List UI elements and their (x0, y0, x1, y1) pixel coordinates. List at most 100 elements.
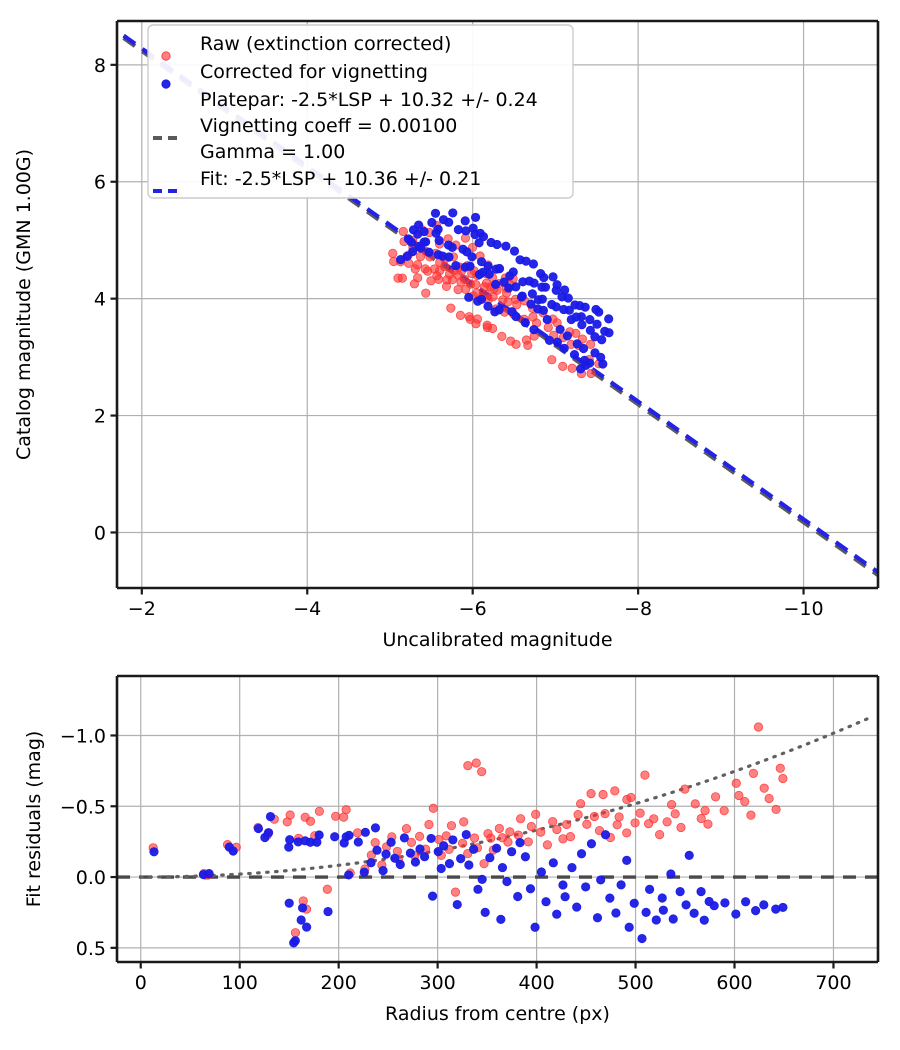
xtick-label: 600 (716, 972, 752, 994)
data-point (740, 796, 750, 807)
data-point (412, 260, 423, 270)
data-point (477, 874, 487, 884)
data-point (515, 837, 525, 848)
data-point (370, 837, 380, 848)
data-point (149, 847, 159, 857)
data-point (434, 235, 444, 246)
data-point (709, 901, 719, 911)
xtick-label: −10 (783, 598, 823, 620)
data-point (597, 335, 607, 345)
data-point (600, 808, 610, 819)
data-point (410, 857, 421, 867)
data-point (290, 928, 301, 938)
axes-photometric-calibration: −2 −4 −6 −8 −10 0 2 4 6 8 Uncalibrated magnitude Ca… (13, 19, 880, 651)
data-point (467, 252, 477, 262)
data-point (582, 819, 592, 829)
data-point (471, 758, 481, 768)
data-point (426, 833, 436, 844)
data-point (753, 722, 764, 732)
data-point (344, 830, 354, 840)
data-point (530, 922, 540, 932)
data-point (690, 799, 700, 809)
data-point (444, 858, 455, 869)
data-point (567, 363, 577, 373)
data-point (461, 226, 471, 236)
data-point (511, 339, 521, 349)
legend-marker-corrected (161, 79, 171, 89)
data-point (464, 292, 474, 302)
data-point (446, 303, 456, 313)
data-point (360, 827, 370, 837)
data-point (580, 302, 590, 312)
legend-label: Corrected for vignetting (200, 61, 428, 83)
data-point (731, 909, 741, 919)
data-point (600, 830, 611, 840)
xtick-label: −6 (459, 598, 487, 620)
data-point (297, 903, 308, 913)
data-point (543, 322, 553, 333)
data-point (421, 288, 431, 298)
data-point (544, 335, 555, 345)
data-point (596, 875, 606, 885)
data-point (405, 848, 416, 858)
data-point (484, 269, 494, 279)
data-point (662, 817, 672, 827)
data-point (496, 914, 506, 924)
data-point (427, 891, 438, 901)
data-point (483, 261, 493, 271)
ytick-label: 0 (94, 522, 106, 544)
legend-label: Vignetting coeff = 0.00100 (200, 115, 457, 137)
data-point (751, 906, 761, 916)
data-point (478, 232, 489, 242)
axis-spines (115, 19, 880, 590)
data-point (710, 792, 721, 802)
data-point (560, 892, 570, 902)
data-point (581, 882, 591, 892)
data-point (414, 241, 424, 251)
data-point (408, 225, 419, 235)
data-point (576, 312, 586, 322)
data-point (424, 247, 434, 257)
xtick-label: 100 (222, 972, 258, 994)
xtick-label: −2 (128, 598, 156, 620)
data-point (552, 909, 562, 919)
data-point (699, 915, 709, 925)
data-point (731, 778, 741, 788)
data-point (667, 800, 677, 810)
xtick-label: 300 (419, 972, 455, 994)
data-point (494, 823, 504, 834)
y-axis-label: Catalog magnitude (GMN 1.00G) (13, 149, 35, 460)
data-point (589, 811, 599, 822)
ytick-label: 4 (94, 289, 106, 311)
data-point (668, 914, 678, 924)
data-point (552, 337, 563, 347)
data-point (285, 835, 295, 845)
data-point (424, 819, 434, 830)
data-point (511, 311, 521, 322)
ytick-label: −0.5 (60, 796, 106, 818)
data-point (433, 224, 443, 234)
data-point (473, 296, 483, 306)
data-point (571, 328, 581, 338)
data-point (331, 811, 341, 821)
data-point (253, 823, 264, 834)
data-point (622, 828, 632, 838)
data-point (649, 814, 659, 824)
data-point (480, 907, 490, 917)
data-point (464, 860, 474, 870)
data-point (552, 824, 562, 835)
data-point (469, 844, 479, 854)
data-point (531, 809, 541, 819)
data-point (290, 936, 300, 946)
data-point (508, 267, 518, 277)
data-point (541, 897, 551, 907)
data-point (421, 237, 431, 247)
data-point (586, 789, 596, 799)
data-layer (117, 716, 878, 948)
data-point (477, 767, 487, 777)
x-axis-label: Uncalibrated magnitude (382, 629, 612, 651)
data-point (616, 880, 626, 890)
data-point (447, 242, 457, 252)
data-point (485, 853, 495, 863)
